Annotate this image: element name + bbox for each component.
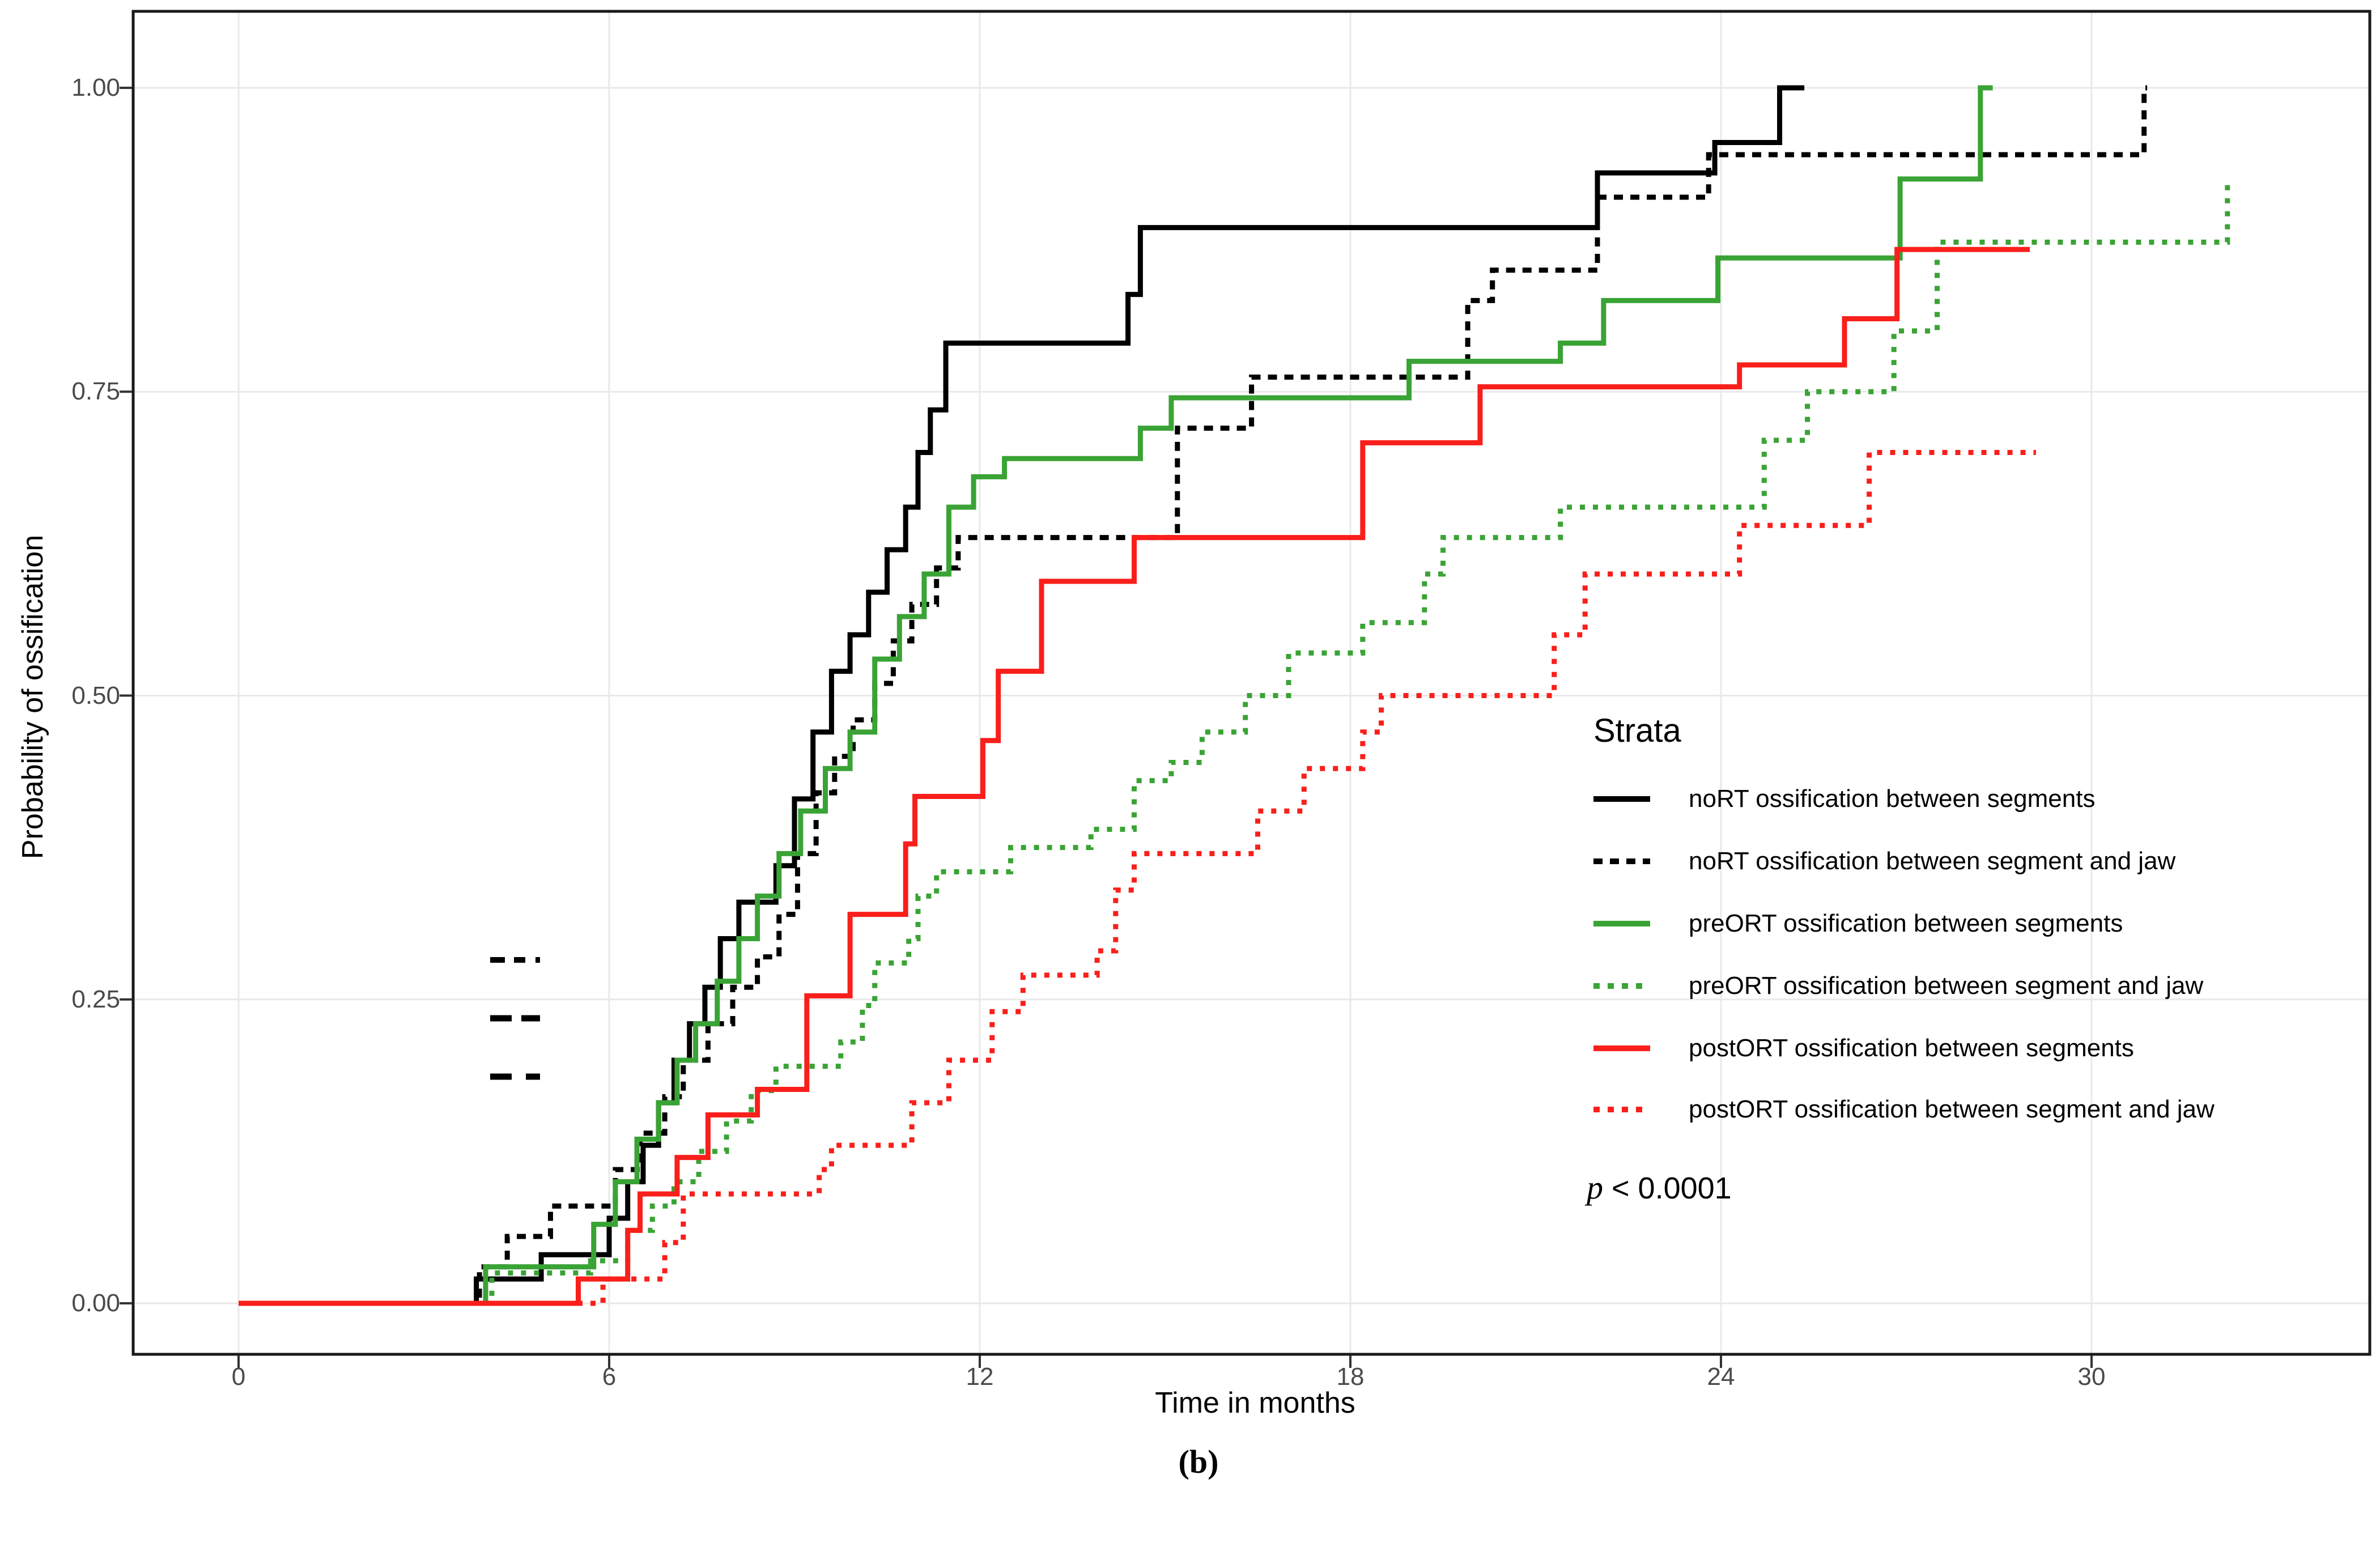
y-tick-label-1.00: 1.00 <box>71 74 120 101</box>
legend-item-3: preORT ossification between segments <box>1593 907 2123 941</box>
x-tick-label-30: 30 <box>2077 1363 2106 1391</box>
legend-title: Strata <box>1593 712 1681 749</box>
curve-nort-ossification-between-segment-and-jaw <box>239 85 2148 1306</box>
x-axis-title: Time in months <box>1155 1387 1355 1419</box>
legend-key-dotted-line <box>1593 1107 1650 1112</box>
legend: Strata <box>1593 712 2353 761</box>
y-tick-label-0.75: 0.75 <box>71 377 120 406</box>
x-tick-label-18: 18 <box>1336 1363 1365 1391</box>
curve-preort-ossification-between-segments <box>239 85 1993 1306</box>
y-tick-label-0.00: 0.00 <box>71 1289 120 1317</box>
legend-key-solid-line <box>1593 921 1650 926</box>
gridlines <box>133 11 2370 1354</box>
curve-postort-ossification-between-segment-and-jaw <box>239 450 2036 1306</box>
legend-item-4: preORT ossification between segment and … <box>1593 969 2203 1003</box>
curve-postort-ossification-between-segments <box>239 246 2030 1306</box>
x-tick-label-6: 6 <box>602 1363 617 1391</box>
legend-item-label: preORT ossification between segments <box>1689 909 2123 937</box>
legend-key-dotted-line <box>1593 983 1650 989</box>
legend-item-label: postORT ossification between segment and… <box>1689 1095 2215 1123</box>
p-value-annotation: p < 0.0001 <box>1587 1168 1732 1206</box>
legend-item-6: postORT ossification between segment and… <box>1593 1093 2215 1127</box>
dash-annotations <box>490 957 540 1080</box>
p-comparison: < 0.0001 <box>1612 1171 1732 1205</box>
x-tick-label-12: 12 <box>966 1363 994 1391</box>
legend-item-5: postORT ossification between segments <box>1593 1031 2134 1065</box>
x-tick-label-0: 0 <box>231 1363 246 1391</box>
legend-item-label: preORT ossification between segment and … <box>1689 972 2204 1000</box>
legend-item-label: postORT ossification between segments <box>1689 1034 2134 1062</box>
p-symbol: p <box>1587 1169 1603 1206</box>
survival-curves <box>239 85 2231 1306</box>
legend-item-2: noRT ossification between segment and ja… <box>1593 844 2175 878</box>
y-tick-label-0.25: 0.25 <box>71 985 120 1013</box>
legend-key-solid-line <box>1593 796 1650 802</box>
y-axis-title: Probability of ossification <box>16 534 49 860</box>
figure-caption: (b) <box>1178 1443 1219 1480</box>
x-tick-label-24: 24 <box>1707 1363 1735 1391</box>
legend-item-label: noRT ossification between segments <box>1689 785 2096 813</box>
legend-item-1: noRT ossification between segments <box>1593 782 2095 816</box>
legend-item-label: noRT ossification between segment and ja… <box>1689 847 2176 875</box>
y-tick-label-0.50: 0.50 <box>71 681 120 709</box>
legend-key-dotted-line <box>1593 858 1650 864</box>
axis-ticks <box>120 87 2093 1368</box>
curve-nort-ossification-between-segments <box>239 85 1805 1306</box>
plot-panel-border <box>131 10 2372 1356</box>
legend-key-solid-line <box>1593 1045 1650 1051</box>
curve-preort-ossification-between-segment-and-jaw <box>239 182 2231 1306</box>
